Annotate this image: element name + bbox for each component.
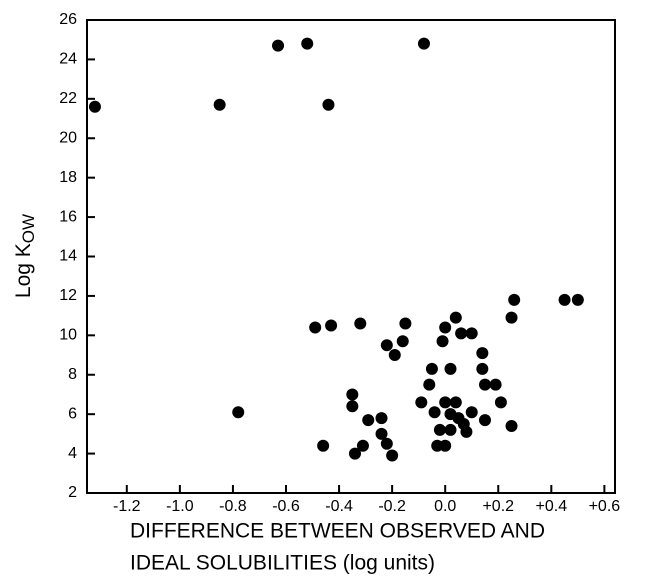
x-tick-label: +0.2 [482, 498, 514, 515]
data-point [375, 412, 388, 425]
data-point [348, 447, 361, 460]
x-tick-label: +0.6 [589, 498, 621, 515]
data-point [417, 37, 430, 50]
data-point [505, 311, 518, 324]
x-tick-label: -0.6 [272, 498, 300, 515]
data-point [571, 293, 584, 306]
y-tick-label: 20 [59, 129, 77, 146]
data-point [317, 439, 330, 452]
data-point [362, 414, 375, 427]
data-point [380, 437, 393, 450]
data-point [309, 321, 322, 334]
x-axis-label: IDEAL SOLUBILITIES (log units) [130, 552, 435, 575]
data-point [423, 378, 436, 391]
y-tick-label: 10 [59, 327, 77, 344]
data-point [428, 406, 441, 419]
data-point [494, 396, 507, 409]
data-point [375, 427, 388, 440]
data-point [88, 100, 101, 113]
data-point [415, 396, 428, 409]
data-point [439, 321, 452, 334]
data-point [301, 37, 314, 50]
y-axis-label: Log KOW [12, 214, 39, 298]
y-tick-label: 2 [68, 484, 77, 501]
data-point [444, 362, 457, 375]
data-point [558, 293, 571, 306]
y-axis-label-main: Log K [12, 243, 35, 298]
data-point [433, 423, 446, 436]
x-tick-label: -0.2 [378, 498, 406, 515]
data-point [388, 349, 401, 362]
data-point [476, 347, 489, 360]
y-tick-label: 26 [59, 11, 77, 28]
data-point [505, 419, 518, 432]
x-tick-label: 0.0 [434, 498, 456, 515]
data-point [356, 439, 369, 452]
data-point [232, 406, 245, 419]
y-tick-label: 8 [68, 366, 77, 383]
x-tick-label: -1.2 [113, 498, 141, 515]
y-tick-label: 22 [59, 90, 77, 107]
data-point [425, 362, 438, 375]
data-point [444, 423, 457, 436]
data-point [465, 406, 478, 419]
data-point [508, 293, 521, 306]
x-axis-label: DIFFERENCE BETWEEN OBSERVED AND [130, 520, 545, 543]
data-point [346, 388, 359, 401]
data-point [465, 327, 478, 340]
data-point [460, 425, 473, 438]
data-point [455, 327, 468, 340]
y-axis-label-subscript: OW [19, 214, 38, 243]
data-point [322, 98, 335, 111]
data-point [380, 339, 393, 352]
y-tick-label: 16 [59, 208, 77, 225]
data-point [354, 317, 367, 330]
data-point [213, 98, 226, 111]
data-point [478, 414, 491, 427]
x-tick-label: -0.8 [219, 498, 247, 515]
data-point [346, 400, 359, 413]
x-tick-label: +0.4 [536, 498, 568, 515]
y-tick-label: 6 [68, 405, 77, 422]
y-tick-label: 14 [59, 248, 77, 265]
x-tick-label: -0.4 [325, 498, 353, 515]
x-tick-label: -1.0 [166, 498, 194, 515]
y-tick-label: 4 [68, 445, 77, 462]
data-point [436, 335, 449, 348]
data-point [489, 378, 502, 391]
data-point [439, 439, 452, 452]
y-tick-label: 12 [59, 287, 77, 304]
data-point [449, 311, 462, 324]
y-tick-label: 24 [59, 51, 77, 68]
data-point [399, 317, 412, 330]
data-point [439, 396, 452, 409]
data-point [449, 396, 462, 409]
data-point [396, 335, 409, 348]
data-point [476, 362, 489, 375]
plot-frame [86, 19, 616, 494]
y-tick-label: 18 [59, 169, 77, 186]
data-point [478, 378, 491, 391]
data-point [272, 39, 285, 52]
data-point [386, 449, 399, 462]
data-point [325, 319, 338, 332]
